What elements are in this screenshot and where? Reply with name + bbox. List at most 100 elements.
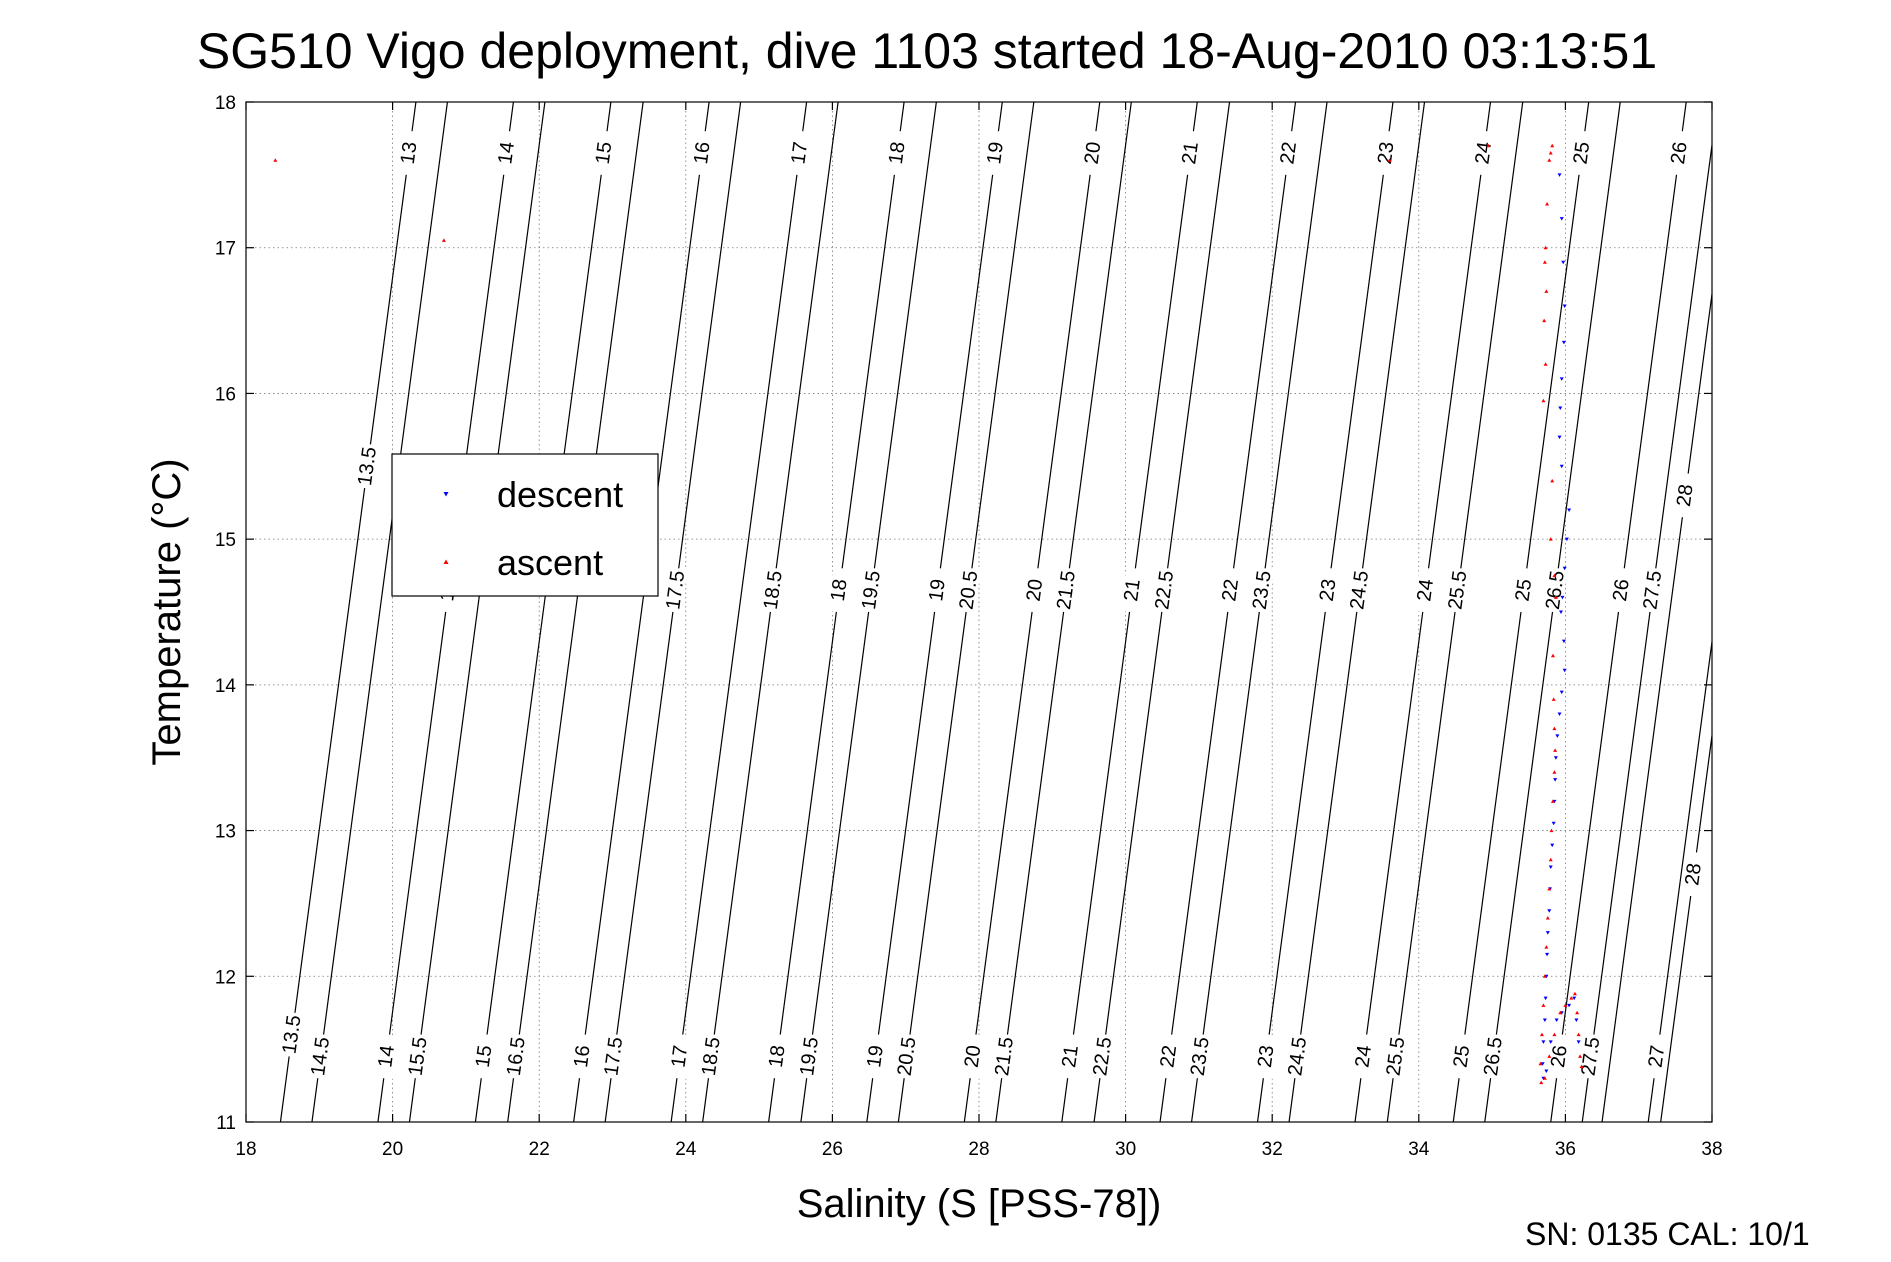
descent-point <box>1540 1062 1545 1066</box>
contour-label-gap <box>827 567 852 614</box>
descent-point <box>1553 756 1558 760</box>
ascent-point <box>1552 1032 1557 1037</box>
contour-label: 25 <box>1570 141 1595 166</box>
ascent-point <box>1550 799 1555 803</box>
contour-label: 14 <box>494 141 519 166</box>
x-tick-label: 34 <box>1408 1139 1430 1160</box>
legend: descent ascent <box>391 453 659 597</box>
contour-label: 16 <box>690 141 715 166</box>
x-tick-label: 20 <box>382 1139 403 1160</box>
descent-point <box>1559 690 1564 695</box>
descent-point <box>1562 304 1567 308</box>
y-axis-title: Temperature (°C) <box>145 458 189 765</box>
contour-label-gap <box>1023 567 1047 614</box>
contour-label-gap <box>1450 1033 1474 1080</box>
ascent-point <box>1576 1032 1581 1037</box>
contour-label: 25.5 <box>1383 1036 1410 1077</box>
contour-label-gap <box>1285 1033 1310 1080</box>
ascent-point <box>1575 1010 1580 1015</box>
contour-label: 21 <box>1058 1044 1083 1069</box>
y-tick-label: 17 <box>215 239 236 260</box>
contour-label: 23 <box>1254 1044 1279 1069</box>
density-contour-line <box>1256 101 1394 1123</box>
contour-label-gap <box>690 130 715 176</box>
density-contour-line <box>1550 101 1687 1123</box>
density-contour-line <box>1386 101 1524 1123</box>
ascent-point <box>1544 289 1549 293</box>
contour-label: 26 <box>1547 1044 1572 1069</box>
legend-label-descent: descent <box>497 474 623 515</box>
descent-point <box>1541 1040 1546 1044</box>
density-contour-line <box>800 101 937 1123</box>
ascent-point <box>1545 916 1550 920</box>
contour-label: 17 <box>667 1044 692 1069</box>
density-contour-line <box>279 101 417 1123</box>
contour-label-gap <box>957 567 981 614</box>
contour-label-gap <box>406 1033 430 1080</box>
contour-label-gap <box>992 1033 1017 1080</box>
descent-point <box>1560 595 1565 600</box>
descent-point <box>1551 821 1556 826</box>
ascent-point <box>1542 1076 1547 1080</box>
ascent-point <box>1542 974 1547 978</box>
descent-point <box>1543 996 1548 1001</box>
ascent-point <box>1548 857 1553 862</box>
descent-point <box>1559 464 1564 469</box>
contour-label: 25 <box>1450 1044 1475 1069</box>
chart-title: SG510 Vigo deployment, dive 1103 started… <box>197 23 1657 79</box>
ascent-point <box>1579 1064 1584 1069</box>
contour-label: 24 <box>1351 1044 1376 1069</box>
contour-label-gap <box>1609 567 1634 614</box>
descent-point <box>1572 996 1577 1001</box>
x-tick-label: 32 <box>1262 1139 1283 1160</box>
descent-point <box>1554 1018 1559 1022</box>
contour-label: 21.5 <box>991 1036 1018 1077</box>
contour-label: 22 <box>1156 1044 1181 1069</box>
x-tick-label: 24 <box>675 1139 697 1160</box>
contour-label: 15.5 <box>405 1036 432 1077</box>
contour-label-gap <box>1120 567 1145 614</box>
density-contour-line <box>573 101 710 1123</box>
density-contour-line <box>1061 101 1198 1123</box>
ascent-point <box>441 238 446 242</box>
ascent-point <box>1541 398 1546 403</box>
contour-label: 27 <box>1645 1044 1670 1069</box>
density-contour-line <box>408 101 546 1123</box>
contour-label: 26 <box>1667 141 1692 166</box>
contour-label-gap <box>1579 1033 1603 1080</box>
contour-label: 28 <box>1673 483 1698 508</box>
contour-label-gap <box>1156 1033 1181 1080</box>
contour-label: 13.5 <box>279 1014 306 1055</box>
contour-label: 16 <box>570 1044 595 1069</box>
y-tick-label: 18 <box>215 93 236 114</box>
descent-point <box>1548 1040 1553 1044</box>
contour-label: 19 <box>863 1044 888 1069</box>
contour-label: 24.5 <box>1284 1036 1311 1077</box>
contour-label-gap <box>1090 1033 1115 1080</box>
contour-label-gap <box>925 567 950 614</box>
contour-label-gap <box>895 1033 919 1080</box>
contour-label: 27.5 <box>1577 1036 1604 1077</box>
ascent-point <box>1551 697 1556 701</box>
density-contour-line <box>1190 101 1328 1123</box>
contour-label-gap <box>1471 130 1496 176</box>
density-contour-line <box>995 101 1132 1123</box>
contour-label: 22 <box>1218 578 1243 603</box>
density-contour-line <box>474 101 612 1123</box>
contour-label: 19.5 <box>858 569 885 610</box>
contour-label-gap <box>592 130 616 176</box>
ascent-point <box>1572 991 1577 996</box>
contour-label-gap <box>1481 1033 1506 1080</box>
ascent-point <box>1558 1010 1563 1015</box>
density-contour-line <box>377 101 514 1123</box>
density-contour-line <box>768 101 905 1123</box>
descent-point <box>1559 377 1564 381</box>
ascent-point <box>1578 1054 1583 1058</box>
contour-label-gap <box>788 130 812 176</box>
contour-label-gap <box>1681 851 1706 898</box>
contour-label: 19 <box>983 141 1008 166</box>
descent-point <box>1564 537 1569 542</box>
ascent-point <box>1486 143 1491 148</box>
contour-label-gap <box>765 1033 790 1080</box>
